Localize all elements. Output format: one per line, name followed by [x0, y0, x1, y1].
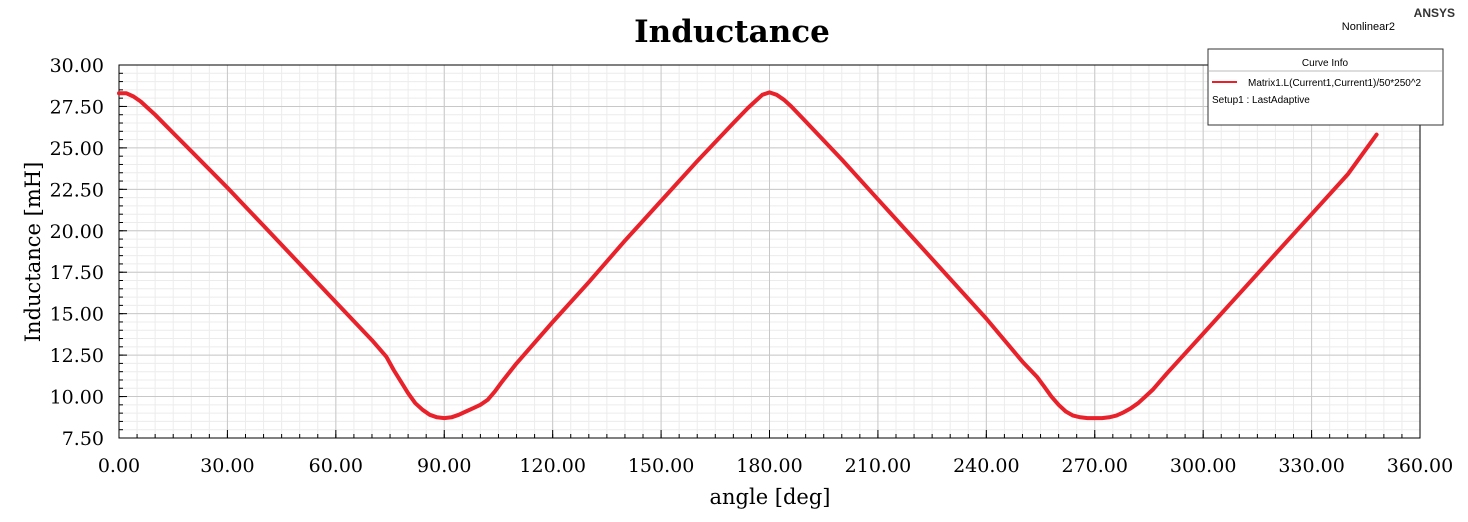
legend-box[interactable]: Curve Info Matrix1.L(Current1,Current1)/… — [1207, 48, 1444, 126]
series-line — [117, 90, 1379, 421]
y-tick-label: 20.00 — [50, 221, 104, 243]
x-tick-label: 330.00 — [1278, 455, 1344, 477]
y-tick-label: 22.50 — [50, 179, 104, 201]
y-tick-label: 25.00 — [50, 138, 104, 160]
x-tick-label: 90.00 — [417, 455, 471, 477]
series-layer — [117, 90, 1379, 421]
legend-entry-label: Matrix1.L(Current1,Current1)/50*250^2 — [1248, 78, 1422, 89]
x-tick-label: 30.00 — [200, 455, 254, 477]
legend-frame — [1207, 48, 1444, 126]
y-tick-label: 27.50 — [50, 96, 104, 118]
y-tick-label: 12.50 — [50, 345, 104, 367]
y-axis-label: Inductance [mH] — [21, 162, 45, 343]
y-tick-label: 15.00 — [50, 304, 104, 326]
legend-setup-label: Setup1 : LastAdaptive — [1212, 95, 1310, 106]
x-tick-label: 210.00 — [845, 455, 911, 477]
x-tick-label: 360.00 — [1387, 455, 1453, 477]
y-tick-label: 7.50 — [62, 428, 104, 450]
x-tick-label: 150.00 — [628, 455, 694, 477]
x-tick-label: 270.00 — [1062, 455, 1128, 477]
y-tick-label: 17.50 — [50, 262, 104, 284]
y-tick-label: 10.00 — [50, 387, 104, 409]
x-tick-label: 120.00 — [519, 455, 585, 477]
x-tick-label: 60.00 — [309, 455, 363, 477]
axis-ticks: 0.00 30.00 60.00 90.00 120.00 150.00 180.00 210… — [50, 55, 1454, 477]
x-tick-label: 240.00 — [953, 455, 1019, 477]
legend-title: Curve Info — [1302, 58, 1349, 69]
x-tick-label: 180.00 — [736, 455, 802, 477]
x-tick-label: 0.00 — [98, 455, 140, 477]
y-tick-label: 30.00 — [50, 55, 104, 77]
x-axis-label: angle [deg] — [709, 485, 830, 509]
design-name: Nonlinear2 — [1342, 21, 1395, 33]
chart-title: Inductance — [634, 14, 830, 50]
x-tick-label: 300.00 — [1170, 455, 1236, 477]
brand-label: ANSYS — [1414, 6, 1455, 20]
